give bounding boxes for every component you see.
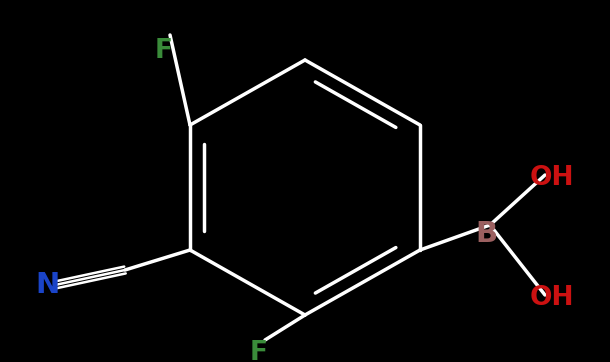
Text: OH: OH: [530, 165, 575, 191]
Text: N: N: [35, 271, 59, 299]
Text: B: B: [475, 220, 497, 248]
Text: OH: OH: [530, 285, 575, 311]
Text: F: F: [250, 340, 268, 362]
Text: F: F: [155, 38, 173, 64]
